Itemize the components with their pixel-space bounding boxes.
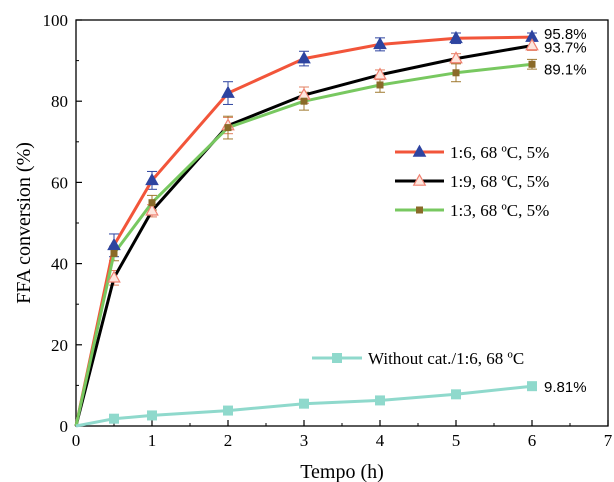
y-tick-label: 20 [51,336,68,355]
data-point [147,410,157,421]
data-point [224,124,232,132]
legend-marker [412,173,427,186]
end-value-label: 95.8% [544,26,587,43]
data-point [148,199,156,207]
axes: 0 1 2 3 4 5 6 7 0 20 40 60 80 100 [43,11,613,450]
x-tick-label: 4 [376,431,385,450]
series-lines [74,35,533,428]
data-point [528,60,536,68]
x-tick-label: 6 [528,431,537,450]
x-tick-label: 3 [300,431,309,450]
data-point [299,398,309,409]
legend-label: Without cat./1:6, 68 ºC [368,349,524,368]
data-point [376,81,384,89]
data-point [297,51,311,64]
x-tick-label: 7 [604,431,613,450]
x-tick-label: 2 [224,431,233,450]
legend-marker [416,206,423,214]
x-tick-label: 1 [148,431,157,450]
legend-label: 1:9, 68 ºC, 5% [450,172,549,191]
legend: 1:6, 68 ºC, 5% 1:9, 68 ºC, 5% 1:3, 68 ºC, … [312,143,549,368]
data-point [373,36,387,50]
x-axis-title: Tempo (h) [300,461,384,482]
data-point [449,30,463,44]
legend-item: 1:6, 68 ºC, 5% [395,143,549,162]
data-point [110,249,118,257]
data-point [300,97,308,105]
series-line [75,384,533,428]
series-line [74,35,533,427]
legend-marker [412,144,427,157]
y-tick-label: 60 [51,173,68,192]
y-tick-label: 80 [51,92,68,111]
end-value-label: 9.81% [544,379,587,396]
data-point [451,389,461,400]
x-tick-label: 5 [452,431,461,450]
legend-marker [332,353,342,363]
y-tick-label: 0 [60,417,69,436]
plot-frame [75,19,609,427]
data-point [527,381,537,392]
legend-label: 1:6, 68 ºC, 5% [450,143,549,162]
data-point [145,172,159,186]
end-value-label: 89.1% [544,61,587,78]
legend-item: Without cat./1:6, 68 ºC [312,349,524,368]
data-point [373,67,387,80]
y-tick-label: 100 [43,11,69,30]
data-point [145,203,159,216]
series-line [74,44,533,427]
legend-item: 1:9, 68 ºC, 5% [395,172,549,191]
data-point [109,413,119,424]
y-tick-label: 40 [51,255,68,274]
x-tick-label: 0 [72,431,81,450]
legend-item: 1:3, 68 ºC, 5% [395,201,549,220]
data-point [107,270,121,283]
data-point [223,405,233,416]
data-point [452,69,460,77]
series-line [74,62,533,427]
data-point [525,38,539,51]
end-value-label: 93.7% [544,40,587,57]
data-point [107,237,121,251]
legend-label: 1:3, 68 ºC, 5% [450,201,549,220]
data-point [449,51,463,64]
data-point [221,85,235,98]
series-markers [107,29,539,424]
y-axis-title: FFA conversion (%) [13,142,35,304]
end-labels: 95.8%93.7% 89.1% 9.81% [544,26,587,396]
data-point [375,395,385,406]
